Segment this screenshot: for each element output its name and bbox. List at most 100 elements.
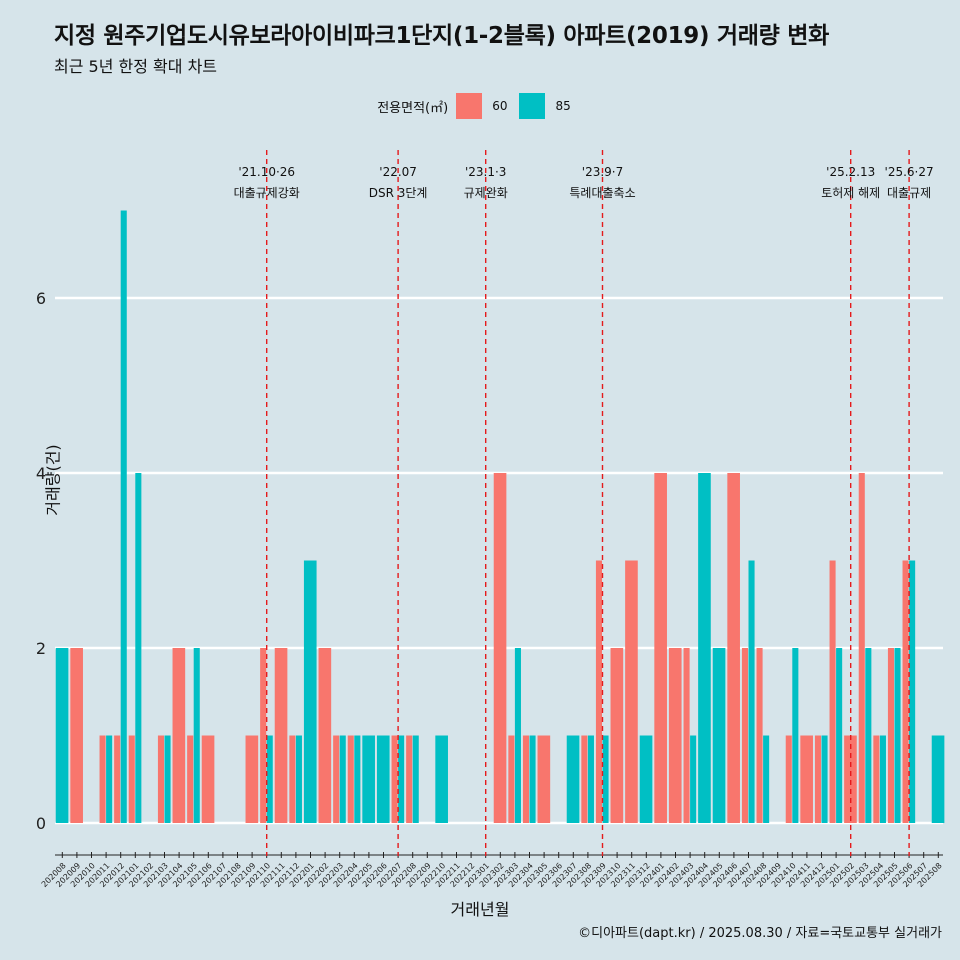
bar-60-202203: [333, 735, 340, 823]
event-date: '22.07: [379, 165, 417, 179]
bar-85-202404: [698, 473, 711, 823]
legend-swatch-85: [519, 93, 546, 119]
bar-85-202503: [865, 648, 872, 823]
x-axis-title: 거래년월: [450, 900, 510, 919]
bar-85-202101: [135, 473, 142, 823]
legend-label-60: 60: [492, 99, 508, 113]
bar-85-202012: [120, 210, 127, 823]
bar-60-202311: [625, 560, 638, 823]
legend-item-85: 85: [519, 93, 571, 119]
bar-60-202501: [829, 560, 836, 823]
bar-85-202312: [639, 735, 653, 823]
bar-60-202109: [245, 735, 259, 823]
bar-60-202110: [260, 648, 267, 823]
bar-85-202508: [931, 735, 945, 823]
chart-title: 지정 원주기업도시유보라아이비파크1단지(1-2블록) 아파트(2019) 거래…: [54, 23, 829, 49]
bar-85-202110: [266, 735, 273, 823]
bar-60-202202: [318, 648, 332, 823]
event-label: 특례대출축소: [569, 186, 635, 200]
bar-85-202405: [712, 648, 726, 823]
bar-60-202410: [785, 735, 792, 823]
y-axis-title: 거래량(건): [43, 444, 63, 516]
chart-subtitle: 최근 5년 한정 확대 차트: [54, 57, 218, 76]
bar-60-202504: [873, 735, 880, 823]
source-caption: ©디아파트(dapt.kr) / 2025.08.30 / 자료=국토교통부 실…: [578, 926, 942, 941]
bar-85-202504: [879, 735, 886, 823]
bar-60-202305: [537, 735, 551, 823]
bar-85-202208: [412, 735, 419, 823]
bar-85-202011: [106, 735, 113, 823]
bar-60-202112: [289, 735, 296, 823]
bar-60-202104: [172, 648, 186, 823]
bar-60-202106: [201, 735, 215, 823]
bar-60-202502: [844, 735, 857, 823]
y-tick-label: 4: [36, 464, 46, 483]
bar-85-202307: [566, 735, 580, 823]
bar-60-202411: [800, 735, 813, 823]
bar-60-202406: [727, 473, 740, 823]
bar-60-202012: [114, 735, 121, 823]
bar-85-202412: [821, 735, 828, 823]
bar-85-202205: [362, 735, 375, 823]
event-date: '21.10·26: [238, 165, 295, 179]
y-tick-label: 6: [36, 289, 46, 308]
bar-60-202408: [756, 648, 763, 823]
legend-item-60: 60: [456, 93, 507, 119]
event-label: 토허제 해제: [821, 186, 880, 200]
bar-85-202408: [763, 735, 770, 823]
bar-60-202506: [902, 560, 909, 823]
event-label: 대출규제: [887, 186, 931, 200]
legend-swatch-60: [456, 93, 483, 119]
bar-85-202407: [748, 560, 755, 823]
bar-60-202403: [683, 648, 690, 823]
event-date: '25.6·27: [885, 165, 934, 179]
event-date: '23.9·7: [582, 165, 623, 179]
bar-60-202407: [741, 648, 748, 823]
bar-60-202505: [887, 648, 894, 823]
event-date: '25.2.13: [826, 165, 875, 179]
event-label: 규제완화: [464, 186, 508, 200]
bar-85-202210: [435, 735, 448, 823]
bar-60-202009: [70, 648, 83, 823]
y-tick-label: 0: [36, 814, 46, 833]
bar-60-202503: [858, 473, 865, 823]
bar-60-202402: [668, 648, 682, 823]
bar-85-202308: [587, 735, 594, 823]
bar-60-202310: [610, 648, 624, 823]
bar-60-202401: [654, 473, 667, 823]
bar-85-202105: [193, 648, 200, 823]
bar-60-202208: [406, 735, 413, 823]
legend-title: 전용면적(㎡): [377, 100, 449, 116]
event-label: DSR 3단계: [369, 186, 428, 200]
bar-60-202412: [814, 735, 821, 823]
bar-85-202410: [792, 648, 799, 823]
bar-85-202207: [398, 735, 405, 823]
bar-85-202203: [339, 735, 346, 823]
bar-60-202204: [347, 735, 354, 823]
bar-60-202304: [522, 735, 529, 823]
bar-60-202101: [128, 735, 135, 823]
bar-60-202011: [99, 735, 106, 823]
event-date: '23.1·3: [465, 165, 506, 179]
bar-85-202501: [836, 648, 843, 823]
bar-85-202103: [164, 735, 171, 823]
bar-60-202302: [493, 473, 507, 823]
bar-85-202505: [894, 648, 901, 823]
y-tick-label: 2: [36, 639, 46, 658]
bar-60-202309: [595, 560, 602, 823]
bar-60-202303: [508, 735, 515, 823]
bar-60-202207: [391, 735, 398, 823]
bar-85-202309: [602, 735, 609, 823]
bar-85-202403: [690, 735, 697, 823]
bar-85-202008: [55, 648, 69, 823]
bar-60-202105: [187, 735, 194, 823]
event-label: 대출규제강화: [234, 186, 300, 200]
bar-85-202201: [303, 560, 317, 823]
bar-60-202111: [274, 648, 288, 823]
bar-60-202103: [157, 735, 164, 823]
bar-85-202204: [354, 735, 361, 823]
bar-85-202206: [376, 735, 390, 823]
legend-label-85: 85: [555, 99, 571, 113]
bar-85-202112: [295, 735, 302, 823]
